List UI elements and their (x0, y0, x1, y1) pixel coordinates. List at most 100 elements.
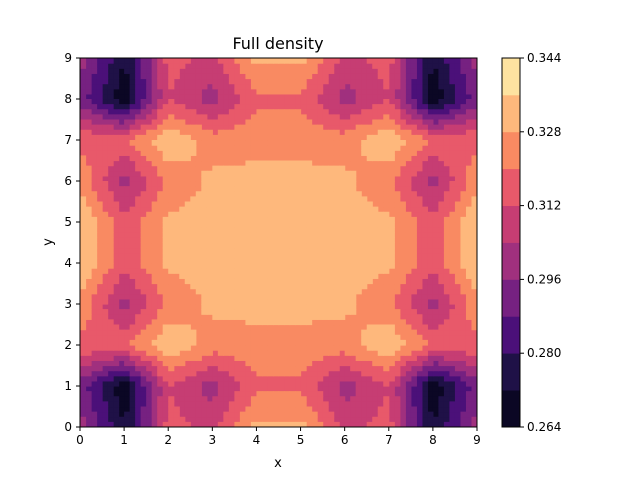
contour-cell (179, 186, 186, 192)
contour-cell (157, 370, 164, 377)
contour-cell (471, 324, 477, 331)
contour-cell (405, 99, 412, 105)
contour-cell (460, 129, 467, 136)
contour-cell (449, 83, 456, 90)
contour-cell (410, 196, 417, 203)
contour-cell (102, 324, 109, 331)
contour-cell (91, 129, 98, 136)
contour-cell (432, 206, 439, 213)
contour-cell (410, 298, 417, 305)
contour-cell (383, 273, 390, 279)
contour-cell (135, 350, 142, 356)
contour-cell (184, 391, 191, 397)
contour-cell (416, 119, 423, 126)
contour-cell (454, 247, 462, 254)
contour-cell (388, 252, 395, 259)
contour-cell (245, 109, 252, 115)
contour-cell (377, 298, 384, 305)
contour-cell (135, 63, 142, 69)
contour-cell (151, 124, 158, 131)
contour-cell (427, 288, 434, 295)
contour-cell (405, 304, 412, 310)
contour-cell (388, 283, 395, 290)
contour-cell (306, 78, 313, 85)
contour-cell (118, 416, 125, 423)
contour-cell (245, 309, 252, 315)
contour-cell (471, 293, 477, 300)
contour-cell (278, 421, 285, 427)
contour-cell (317, 232, 324, 238)
contour-cell (322, 114, 329, 121)
contour-cell (377, 211, 384, 218)
contour-cell (454, 350, 462, 356)
contour-cell (361, 406, 368, 413)
contour-cell (416, 73, 423, 80)
contour-cell (339, 119, 346, 126)
contour-cell (151, 263, 158, 269)
contour-cell (124, 334, 131, 341)
contour-cell (350, 350, 357, 356)
contour-cell (405, 406, 412, 413)
contour-cell (383, 386, 390, 392)
contour-cell (421, 170, 428, 177)
contour-cell (361, 181, 368, 187)
contour-cell (261, 268, 269, 274)
contour-cell (394, 355, 401, 361)
contour-cell (350, 186, 357, 192)
contour-cell (438, 288, 445, 295)
contour-cell (284, 88, 291, 95)
contour-cell (460, 186, 467, 192)
contour-cell (124, 339, 131, 346)
contour-cell (289, 283, 296, 290)
contour-cell (295, 365, 302, 372)
contour-cell (449, 375, 456, 382)
contour-cell (454, 83, 462, 90)
contour-cell (399, 345, 406, 351)
contour-cell (432, 124, 439, 131)
contour-cell (311, 391, 318, 397)
contour-cell (427, 416, 434, 423)
contour-cell (339, 78, 346, 85)
contour-cell (410, 339, 417, 346)
contour-cell (295, 288, 302, 295)
contour-cell (157, 222, 164, 228)
contour-cell (416, 350, 423, 356)
contour-cell (361, 298, 368, 305)
contour-cell (91, 339, 98, 346)
contour-cell (217, 129, 224, 136)
contour-cell (129, 365, 136, 372)
contour-cell (372, 329, 379, 336)
contour-cell (107, 257, 114, 264)
contour-cell (250, 88, 258, 95)
contour-cell (80, 232, 87, 238)
contour-cell (333, 329, 340, 336)
contour-cell (201, 232, 208, 238)
contour-cell (344, 375, 351, 382)
contour-cell (146, 160, 153, 167)
contour-cell (228, 247, 235, 254)
contour-cell (173, 216, 180, 223)
contour-cell (173, 329, 180, 336)
contour-cell (443, 114, 451, 121)
contour-cell (410, 401, 417, 408)
contour-cell (449, 370, 456, 377)
contour-cell (190, 237, 197, 244)
contour-cell (438, 247, 445, 254)
contour-cell (212, 63, 219, 69)
contour-cell (355, 411, 362, 418)
contour-cell (394, 170, 401, 177)
contour-cell (421, 324, 428, 331)
contour-cell (261, 124, 269, 131)
contour-cell (460, 360, 467, 367)
contour-cell (427, 283, 434, 290)
contour-cell (113, 134, 120, 141)
contour-cell (377, 273, 384, 279)
contour-cell (421, 273, 428, 279)
contour-cell (339, 247, 346, 254)
contour-cell (443, 73, 451, 80)
contour-cell (245, 216, 252, 223)
contour-cell (344, 155, 351, 162)
contour-cell (217, 293, 224, 300)
contour-cell (421, 421, 428, 427)
contour-cell (272, 145, 280, 151)
